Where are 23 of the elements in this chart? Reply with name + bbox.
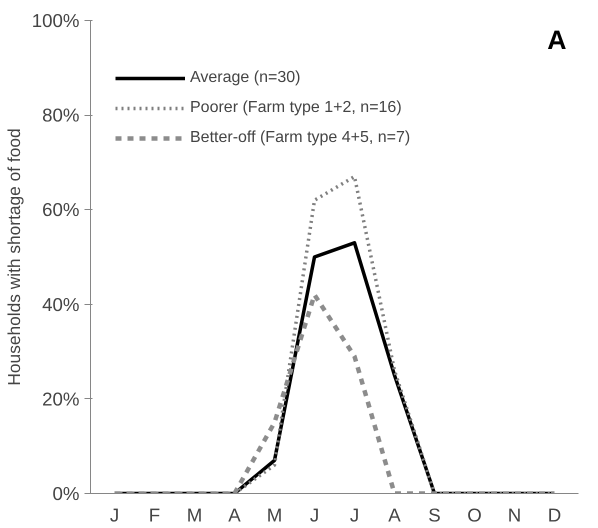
- x-tick-label: F: [148, 504, 160, 526]
- annotation: A: [547, 25, 567, 56]
- x-tick-label: J: [310, 504, 320, 526]
- y-tick-label: 20%: [42, 388, 80, 410]
- x-tick-label: A: [388, 504, 402, 526]
- y-tick-label: 60%: [42, 199, 80, 220]
- x-tick-label: M: [186, 504, 202, 526]
- x-tick-label: J: [110, 504, 120, 526]
- y-tick-label: 0%: [52, 483, 80, 504]
- legend-label: Average (n=30): [190, 69, 300, 87]
- x-tick-label: A: [228, 504, 242, 526]
- x-tick-label: S: [428, 504, 441, 526]
- x-tick-label: J: [350, 504, 360, 526]
- x-tick-label: N: [508, 504, 522, 526]
- x-tick-label: D: [548, 504, 562, 526]
- y-tick-label: 40%: [42, 294, 80, 315]
- legend-label: Poorer (Farm type 1+2, n=16): [190, 99, 402, 117]
- y-tick-label: 100%: [32, 10, 80, 31]
- x-tick-label: M: [266, 504, 282, 526]
- x-tick-label: O: [467, 504, 482, 526]
- y-axis-title: Households with shortage of food: [4, 128, 24, 386]
- y-tick-label: 80%: [42, 104, 80, 126]
- legend-label: Better-off (Farm type 4+5, n=7): [190, 129, 410, 147]
